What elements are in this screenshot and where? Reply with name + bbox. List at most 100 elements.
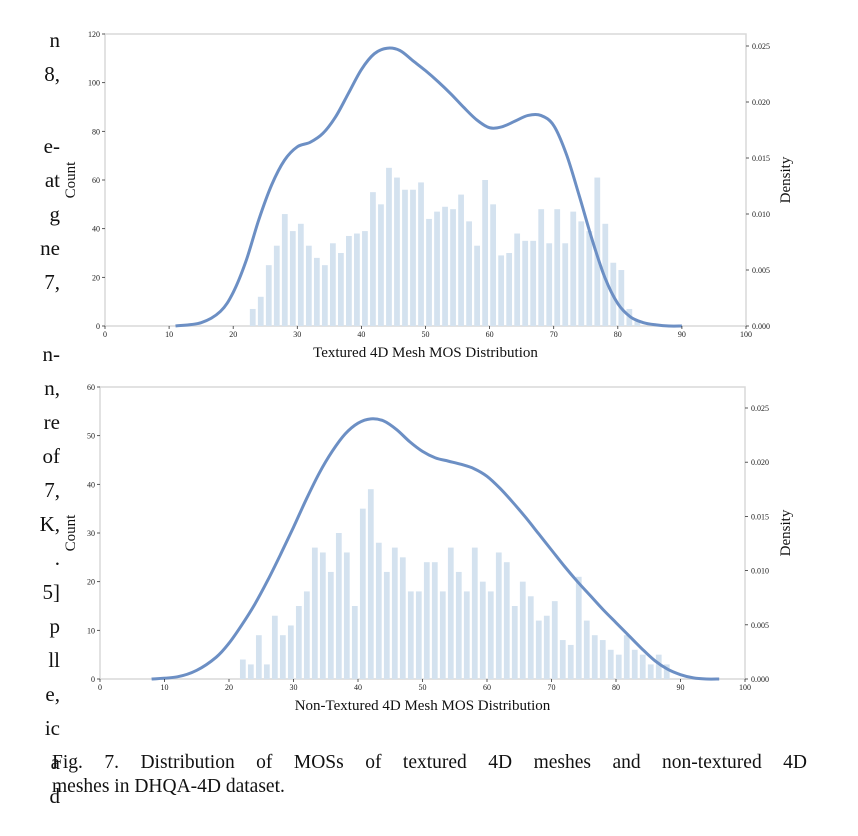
x-tick-label: 60 (486, 330, 494, 339)
y-tick-label: 40 (87, 480, 95, 489)
body-text-line: e- (43, 134, 60, 158)
histogram-bar (239, 659, 246, 679)
histogram-bar (311, 547, 318, 679)
histogram-bar (655, 654, 662, 679)
histogram-bar (426, 218, 432, 326)
histogram-bar (319, 552, 326, 679)
histogram-bar (450, 209, 456, 326)
body-text-line: 7, (44, 270, 60, 294)
histogram-bar (567, 644, 574, 679)
textured-mos-chart: 0 10 20 30 40 50 60 70 80 90 100 0 20 40 60 80 100 120 0.0… (63, 30, 794, 361)
y2-tick-label: 0.020 (752, 98, 770, 107)
histogram-bar (591, 635, 598, 679)
x-tick-label: 50 (422, 330, 430, 339)
histogram-bar (383, 571, 390, 679)
x-tick-label: 30 (290, 683, 298, 692)
histogram-bar (249, 308, 256, 326)
x-tick-label: 70 (550, 330, 558, 339)
histogram-bar (599, 640, 606, 679)
histogram-bar (482, 180, 488, 326)
histogram-bar (354, 233, 360, 326)
mos-distribution-figure: 0 10 20 30 40 50 60 70 80 90 1000204060801001200.0… (63, 30, 794, 714)
histogram-bar (346, 235, 352, 326)
body-text-line: ne (40, 236, 60, 260)
histogram-bar (370, 192, 376, 326)
x-tick-label: 60 (483, 683, 491, 692)
x-tick-label: 20 (229, 330, 237, 339)
histogram-bar (607, 649, 614, 679)
histogram-bar (273, 245, 280, 326)
histogram-bar (399, 557, 406, 679)
y2-axis-title: Density (778, 156, 794, 203)
y-tick-label: 60 (92, 176, 100, 185)
histogram-bar (623, 635, 630, 679)
x-tick-label: 80 (612, 683, 620, 692)
body-text-line: a (50, 750, 60, 774)
y-tick-label: 100 (88, 79, 100, 88)
x-tick-label: 40 (354, 683, 362, 692)
y-tick-label: 10 (87, 626, 95, 635)
kde-density-line (175, 46, 682, 328)
y2-tick-label: 0.025 (752, 42, 770, 51)
body-text-line: e, (45, 682, 60, 706)
y2-tick-label: 0.015 (751, 512, 769, 521)
body-text-line: at (44, 168, 60, 192)
histogram-bar (578, 221, 585, 326)
histogram-bar (506, 253, 513, 326)
x-tick-label: 20 (225, 683, 233, 692)
histogram-bar (551, 601, 558, 679)
histogram-bar (295, 606, 302, 679)
body-text-line: ic (44, 716, 60, 740)
y-tick-label: 30 (87, 529, 95, 538)
y-tick-label: 0 (96, 322, 100, 331)
histogram-bar (297, 223, 304, 326)
body-text-line: n (49, 28, 61, 52)
x-tick-label: 0 (103, 330, 107, 339)
x-tick-label: 50 (419, 683, 427, 692)
plot-frame (104, 33, 747, 327)
histogram-bar (583, 620, 590, 679)
histogram-bar (559, 640, 566, 679)
body-text-line: 8, (44, 62, 60, 86)
histogram-bar (634, 321, 641, 326)
x-tick-label: 10 (165, 330, 173, 339)
body-text-line: 5] (42, 580, 61, 604)
body-text-line: p (49, 614, 61, 638)
histogram-bar (281, 214, 288, 326)
x-tick-label: 100 (740, 330, 752, 339)
histogram-bar (647, 664, 654, 679)
x-tick-label: 90 (677, 683, 685, 692)
y2-tick-label: 0.005 (751, 621, 769, 630)
histogram-bar (402, 189, 408, 326)
histogram-bar (530, 240, 537, 326)
histogram-bar (535, 620, 542, 679)
histogram-bar (458, 194, 464, 326)
histogram-bar (463, 591, 470, 679)
x-tick-label: 80 (614, 330, 622, 339)
histogram-bar (431, 562, 438, 679)
histogram-bar (313, 257, 320, 326)
histogram-bar (338, 253, 344, 326)
histogram-bar (257, 296, 264, 326)
histogram-bar (447, 547, 454, 679)
histogram-bar (538, 209, 545, 326)
body-text-line: of (42, 444, 61, 468)
y-tick-label: 80 (92, 127, 100, 136)
histogram-bar (527, 596, 534, 679)
histogram-bar (503, 562, 510, 679)
histogram-bar (618, 270, 625, 326)
histogram-bar (407, 591, 414, 679)
histogram-bar (418, 182, 424, 326)
y2-tick-label: 0.000 (752, 322, 770, 331)
body-text-column-fragment: n 8, e-at g ne 7, n-n, re of 7, K,. 5] p ll e, ic a d (0, 0, 60, 836)
y-tick-label: 0 (91, 675, 95, 684)
histogram-bar (271, 615, 278, 679)
kde-density-line (151, 417, 720, 681)
body-text-line: g (49, 202, 61, 226)
x-tick-label: 10 (161, 683, 169, 692)
y2-tick-label: 0.010 (751, 567, 769, 576)
histogram-bar (343, 552, 350, 679)
caption-line-2: meshes in DHQA-4D dataset. (52, 776, 285, 797)
histogram-bar (378, 204, 384, 326)
histogram-bar (335, 533, 342, 679)
